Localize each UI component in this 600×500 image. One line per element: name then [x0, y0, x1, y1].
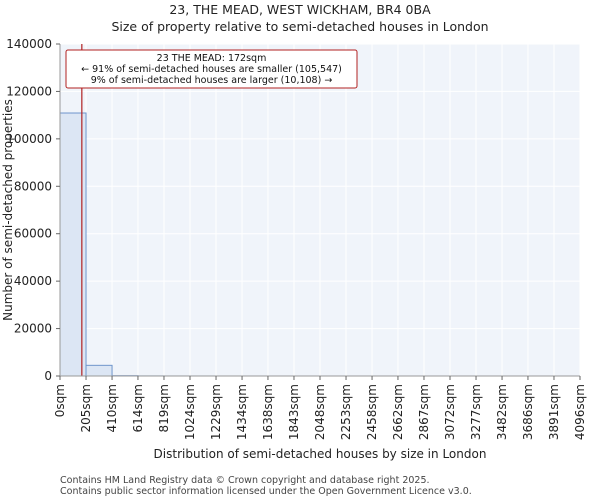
x-tick-label-10: 2048sqm [313, 384, 327, 440]
y-tick-labels: 0 20000 40000 60000 80000 100000 120000 140000 [6, 37, 60, 383]
x-tick-label-3: 614sqm [131, 384, 145, 432]
property-marker-group: 23 THE MEAD: 172sqm← 91% of semi-detache… [65, 44, 358, 376]
x-tick-label-20: 4096sqm [573, 384, 587, 440]
x-tick-label-15: 3072sqm [443, 384, 457, 440]
annotation-line-2: ← 91% of semi-detached houses are smalle… [81, 64, 342, 75]
footer-line-1: Contains HM Land Registry data © Crown c… [60, 475, 430, 486]
x-tick-labels: 0sqm 205sqm 410sqm 614sqm 819sqm 1024sqm 1229s… [53, 376, 587, 440]
y-tick-label-0: 0 [44, 369, 52, 383]
y-tick-label-4: 80000 [14, 179, 52, 193]
annotation-line-1: 23 THE MEAD: 172sqm [157, 53, 267, 64]
x-tick-label-0: 0sqm [53, 384, 67, 417]
chart-subtitle: Size of property relative to semi-detach… [111, 19, 488, 34]
x-tick-label-13: 2662sqm [391, 384, 405, 440]
x-tick-label-16: 3277sqm [469, 384, 483, 440]
x-tick-label-8: 1638sqm [261, 384, 275, 440]
bar-205sqm [85, 364, 113, 377]
x-tick-label-5: 1024sqm [183, 384, 197, 440]
x-tick-label-19: 3891sqm [547, 384, 561, 440]
x-tick-label-4: 819sqm [157, 384, 171, 432]
x-tick-label-11: 2253sqm [339, 384, 353, 440]
x-tick-label-14: 2867sqm [417, 384, 431, 440]
x-tick-label-6: 1229sqm [209, 384, 223, 440]
y-tick-label-7: 140000 [6, 37, 52, 51]
x-tick-label-2: 410sqm [105, 384, 119, 432]
x-tick-label-17: 3482sqm [495, 384, 509, 440]
footer-line-2: Contains public sector information licen… [60, 486, 472, 497]
chart-title: 23, THE MEAD, WEST WICKHAM, BR4 0BA [169, 2, 431, 17]
x-tick-label-9: 1843sqm [287, 384, 301, 440]
x-tick-label-1: 205sqm [79, 384, 93, 432]
x-axis-label: Distribution of semi-detached houses by … [154, 447, 487, 461]
y-tick-label-5: 100000 [6, 132, 52, 146]
x-tick-label-7: 1434sqm [235, 384, 249, 440]
y-tick-label-2: 40000 [14, 274, 52, 288]
grid-lines [59, 43, 581, 377]
x-tick-label-18: 3686sqm [521, 384, 535, 440]
y-tick-label-3: 60000 [14, 227, 52, 241]
annotation-box [65, 49, 358, 89]
annotation-line-3: 9% of semi-detached houses are larger (1… [91, 75, 333, 86]
y-tick-label-6: 120000 [6, 84, 52, 98]
y-tick-label-1: 20000 [14, 322, 52, 336]
y-axis-label: Number of semi-detached properties [1, 99, 15, 321]
x-tick-label-12: 2458sqm [365, 384, 379, 440]
